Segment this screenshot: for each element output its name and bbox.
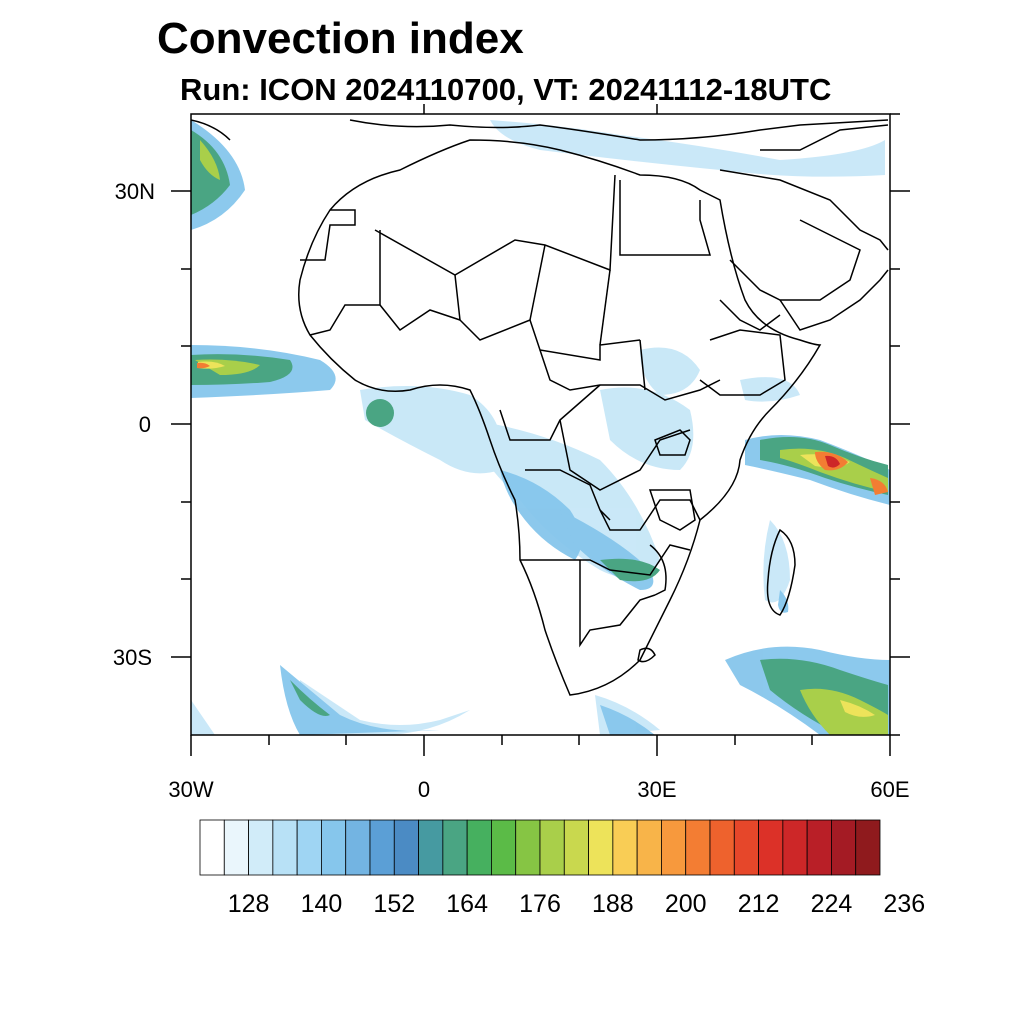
colorbar-swatch	[272, 819, 298, 876]
plot-area	[191, 114, 890, 735]
colorbar-label: 212	[738, 890, 780, 918]
colorbar-swatch	[442, 819, 468, 876]
colorbar-swatch	[321, 819, 347, 876]
colorbar-swatch	[806, 819, 832, 876]
colorbar-swatch	[199, 819, 225, 876]
colorbar-swatch	[393, 819, 419, 876]
colorbar-swatch	[612, 819, 638, 876]
colorbar-swatch	[345, 819, 371, 876]
map-title: Convection index	[157, 14, 524, 63]
colorbar-swatch	[733, 819, 759, 876]
colorbar-label: 176	[519, 890, 561, 918]
colorbar-swatch	[563, 819, 589, 876]
colorbar-swatch	[855, 819, 881, 876]
colorbar-swatch	[418, 819, 444, 876]
lat-label-0: 0	[139, 412, 151, 437]
colorbar-label: 188	[592, 890, 634, 918]
colorbar-swatch	[661, 819, 687, 876]
lon-label-30e: 30E	[637, 777, 676, 802]
colorbar-labels: 128 140 152 164 176 188 200 212 224 236	[228, 890, 925, 918]
colorbar-swatch	[491, 819, 517, 876]
colorbar-label: 224	[811, 890, 853, 918]
lon-label-0: 0	[418, 777, 430, 802]
lat-label-30s: 30S	[113, 645, 152, 670]
colorbar-swatch	[782, 819, 808, 876]
colorbar-swatch	[758, 819, 784, 876]
colorbar-swatch	[539, 819, 565, 876]
colorbar-label: 200	[665, 890, 707, 918]
colorbar-swatch	[466, 819, 492, 876]
colorbar-swatch	[636, 819, 662, 876]
colorbar-swatch	[588, 819, 614, 876]
lat-label-30n: 30N	[115, 179, 155, 204]
convection-field	[191, 120, 890, 735]
map-subtitle: Run: ICON 2024110700, VT: 20241112-18UTC	[180, 72, 832, 107]
colorbar-swatch	[831, 819, 857, 876]
colorbar-label: 164	[446, 890, 488, 918]
lon-label-60e: 60E	[870, 777, 909, 802]
colorbar-swatch	[709, 819, 735, 876]
lon-label-30w: 30W	[168, 777, 213, 802]
colorbar-label: 152	[373, 890, 415, 918]
axis-ticks	[171, 104, 910, 756]
colorbar-swatch	[369, 819, 395, 876]
coastlines	[191, 119, 889, 696]
colorbar-swatch	[223, 819, 249, 876]
colorbar-swatch	[685, 819, 711, 876]
colorbar	[199, 819, 881, 876]
colorbar-swatch	[248, 819, 274, 876]
colorbar-label: 128	[228, 890, 270, 918]
colorbar-label: 140	[301, 890, 343, 918]
colorbar-label: 236	[883, 890, 925, 918]
colorbar-swatch	[296, 819, 322, 876]
colorbar-swatch	[515, 819, 541, 876]
